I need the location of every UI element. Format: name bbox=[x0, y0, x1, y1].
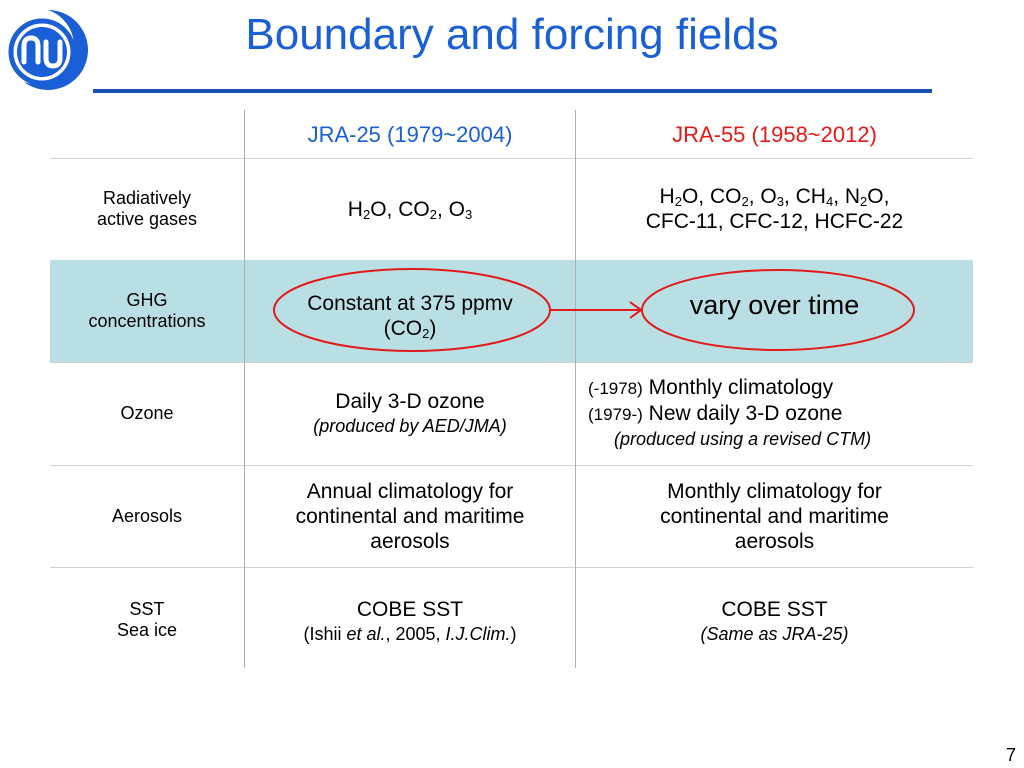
jra25-sst-cell: COBE SST (Ishii et al., 2005, I.J.Clim.) bbox=[245, 567, 576, 668]
table-row-sst: SST Sea ice COBE SST (Ishii et al., 2005… bbox=[50, 567, 973, 668]
row-label: Radiatively active gases bbox=[50, 158, 245, 260]
row-label-line: SST bbox=[129, 599, 165, 619]
table-row-ghg: GHG concentrations Constant at 375 ppmv … bbox=[50, 260, 973, 363]
jra55-aerosols-line: aerosols bbox=[734, 529, 815, 553]
jra25-ozone-cell: Daily 3-D ozone (produced by AED/JMA) bbox=[245, 362, 576, 465]
jra25-ghg-cell: Constant at 375 ppmv (CO2) bbox=[245, 260, 576, 362]
row-label-line: Sea ice bbox=[116, 620, 178, 640]
table-row-ozone: Ozone Daily 3-D ozone (produced by AED/J… bbox=[50, 362, 973, 466]
jra25-aerosols-line: aerosols bbox=[370, 529, 450, 553]
page-number: 7 bbox=[1005, 745, 1016, 765]
jra55-ozone-line1: (-1978) Monthly climatology bbox=[588, 376, 834, 399]
jra55-sst-cell: COBE SST (Same as JRA-25) bbox=[576, 567, 973, 668]
jra25-ozone-main: Daily 3-D ozone bbox=[335, 389, 485, 413]
row-label: Ozone bbox=[50, 362, 245, 465]
jra25-sst-reference: (Ishii et al., 2005, I.J.Clim.) bbox=[303, 624, 517, 644]
table-header-row: JRA-25 (1979~2004) JRA-55 (1958~2012) bbox=[50, 110, 973, 159]
jra55-aerosols-line: Monthly climatology for bbox=[667, 479, 882, 503]
jra25-ghg-line2: (CO2) bbox=[383, 317, 437, 341]
row-label-line: concentrations bbox=[88, 311, 206, 331]
jra55-ghg-text: vary over time bbox=[689, 289, 860, 320]
slide-title: Boundary and forcing fields bbox=[245, 10, 779, 59]
jra55-ozone-note: (produced using a revised CTM) bbox=[614, 429, 872, 449]
jra25-aerosols-line: continental and maritime bbox=[295, 504, 525, 528]
jra55-aerosols-line: continental and maritime bbox=[660, 504, 889, 528]
organization-logo-icon bbox=[8, 10, 88, 90]
header-jra55: JRA-55 (1958~2012) bbox=[672, 121, 877, 147]
header-jra25: JRA-25 (1979~2004) bbox=[245, 110, 576, 158]
jra25-aerosols-cell: Annual climatology for continental and m… bbox=[245, 465, 576, 567]
jra55-sst-main: COBE SST bbox=[721, 598, 828, 621]
table-row-aerosols: Aerosols Annual climatology for continen… bbox=[50, 465, 973, 568]
row-label-line: Radiatively bbox=[102, 188, 192, 208]
row-label: GHG concentrations bbox=[50, 260, 245, 362]
jra25-ghg-line1: Constant at 375 ppmv bbox=[307, 292, 513, 315]
jra25-ozone-note: (produced by AED/JMA) bbox=[313, 415, 507, 436]
row-label-line: active gases bbox=[96, 209, 198, 229]
jra55-gases-line2: CFC-11, CFC-12, HCFC-22 bbox=[645, 210, 904, 233]
jra55-sst-note: (Same as JRA-25) bbox=[700, 624, 849, 644]
jra25-aerosols-line: Annual climatology for bbox=[306, 479, 514, 503]
table-row-radiative-gases: Radiatively active gases H2O, CO2, O3 H2… bbox=[50, 158, 973, 261]
row-label: Aerosols bbox=[50, 465, 245, 567]
header-empty-cell bbox=[50, 110, 245, 158]
jra55-ghg-cell: vary over time bbox=[576, 260, 973, 362]
jra55-aerosols-cell: Monthly climatology for continental and … bbox=[576, 465, 973, 567]
row-label-line: GHG bbox=[126, 290, 168, 310]
title-underline bbox=[93, 89, 932, 93]
jra55-gases-line1: H2O, CO2, O3, CH4, N2O, bbox=[659, 185, 890, 209]
jra55-ozone-line2: (1979-) New daily 3-D ozone bbox=[588, 402, 843, 425]
jra25-sst-main: COBE SST bbox=[356, 598, 464, 621]
jra25-gases-text: H2O, CO2, O3 bbox=[347, 197, 473, 222]
row-label: SST Sea ice bbox=[50, 567, 245, 668]
jra25-gases-cell: H2O, CO2, O3 bbox=[245, 158, 576, 260]
jra55-gases-cell: H2O, CO2, O3, CH4, N2O, CFC-11, CFC-12, … bbox=[576, 158, 973, 260]
jra55-ozone-cell: (-1978) Monthly climatology (1979-) New … bbox=[576, 362, 973, 465]
